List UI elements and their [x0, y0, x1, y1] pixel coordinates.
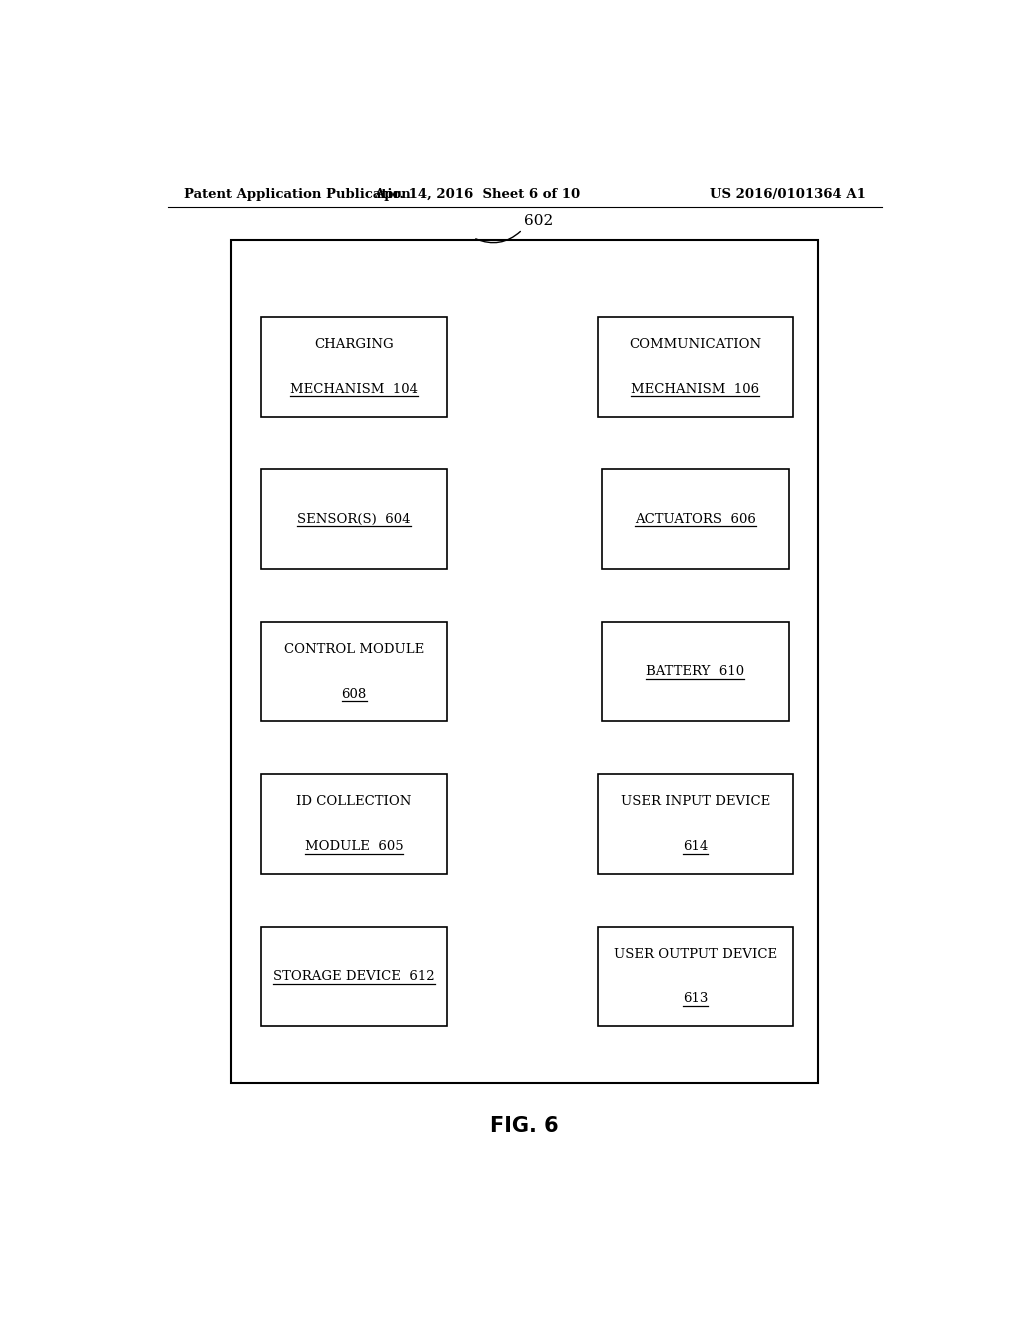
Text: Apr. 14, 2016  Sheet 6 of 10: Apr. 14, 2016 Sheet 6 of 10: [374, 189, 581, 202]
Text: 613: 613: [683, 993, 709, 1006]
Bar: [602, 622, 788, 722]
Text: MECHANISM  104: MECHANISM 104: [290, 383, 418, 396]
Text: CHARGING: CHARGING: [314, 338, 394, 351]
Text: Patent Application Publication: Patent Application Publication: [183, 189, 411, 202]
Text: USER INPUT DEVICE: USER INPUT DEVICE: [621, 795, 770, 808]
Text: 614: 614: [683, 840, 708, 853]
Text: USER OUTPUT DEVICE: USER OUTPUT DEVICE: [613, 948, 777, 961]
Bar: [261, 470, 447, 569]
Text: US 2016/0101364 A1: US 2016/0101364 A1: [711, 189, 866, 202]
Text: 602: 602: [523, 214, 553, 228]
Text: MODULE  605: MODULE 605: [305, 840, 403, 853]
Bar: [598, 927, 793, 1027]
Bar: [261, 775, 447, 874]
Text: BATTERY  610: BATTERY 610: [646, 665, 744, 678]
Text: SENSOR(S)  604: SENSOR(S) 604: [297, 512, 411, 525]
FancyArrowPatch shape: [476, 231, 520, 243]
Bar: [231, 240, 818, 1084]
Text: COMMUNICATION: COMMUNICATION: [630, 338, 762, 351]
Bar: [261, 317, 447, 417]
Text: STORAGE DEVICE  612: STORAGE DEVICE 612: [273, 970, 435, 983]
Text: ID COLLECTION: ID COLLECTION: [297, 795, 412, 808]
Bar: [261, 927, 447, 1027]
Bar: [598, 775, 793, 874]
Text: FIG. 6: FIG. 6: [490, 1115, 559, 1137]
Bar: [598, 317, 793, 417]
Bar: [261, 622, 447, 722]
Text: 608: 608: [342, 688, 367, 701]
Text: CONTROL MODULE: CONTROL MODULE: [284, 643, 424, 656]
Text: ACTUATORS  606: ACTUATORS 606: [635, 512, 756, 525]
Bar: [602, 470, 788, 569]
Text: MECHANISM  106: MECHANISM 106: [632, 383, 760, 396]
